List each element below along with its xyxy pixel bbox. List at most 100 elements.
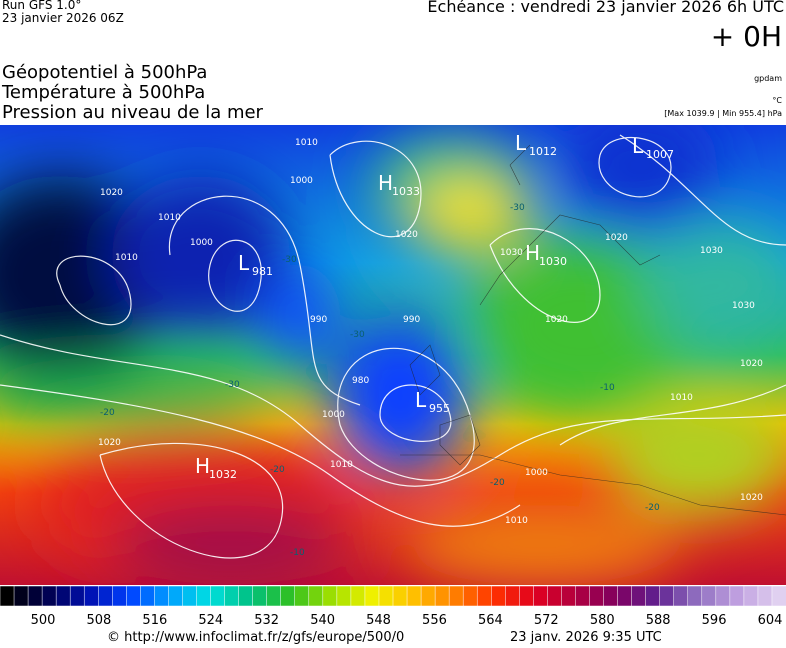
pressure-center: H xyxy=(525,241,540,265)
isobar-label: 1020 xyxy=(740,359,763,369)
colorbar-swatch xyxy=(350,585,366,607)
colorbar-label: 524 xyxy=(198,613,223,628)
colorbar-swatch xyxy=(168,585,184,607)
colorbar-swatch xyxy=(701,585,717,607)
colorbar-label: 516 xyxy=(142,613,167,628)
colorbar-swatch xyxy=(69,585,85,607)
colorbar-swatch xyxy=(224,585,240,607)
colorbar-swatch xyxy=(364,585,380,607)
isobar-label: 1010 xyxy=(505,516,528,526)
colorbar-label: 508 xyxy=(87,613,112,628)
isobar-label: 1010 xyxy=(330,460,353,470)
isobar-label: 990 xyxy=(403,315,420,325)
temperature-label: -20 xyxy=(100,408,115,418)
colorbar-label: 548 xyxy=(366,613,391,628)
field-label: Pression au niveau de la mer xyxy=(2,102,263,123)
isobar-label: 1000 xyxy=(525,468,548,478)
colorbar-swatch xyxy=(238,585,254,607)
isobar-label: 1010 xyxy=(158,213,181,223)
isobar-label: 990 xyxy=(310,315,327,325)
colorbar-swatch xyxy=(476,585,492,607)
run-date: 23 janvier 2026 06Z xyxy=(2,11,124,25)
colorbar-swatch xyxy=(519,585,534,607)
colorbar-swatch xyxy=(294,585,310,607)
pressure-center: H xyxy=(195,454,210,478)
colorbar-label: 580 xyxy=(590,613,615,628)
lead-time: + 0H xyxy=(710,20,782,53)
colorbar-swatch xyxy=(659,585,675,607)
colorbar-swatch xyxy=(322,585,338,607)
temperature-label: -20 xyxy=(490,478,505,488)
colorbar: 500 508 516 524 532 540 548 556 564 572 580 588 596 6… xyxy=(0,585,786,628)
colorbar-swatch xyxy=(743,585,759,607)
colorbar-swatch xyxy=(126,585,141,607)
colorbar-swatch xyxy=(41,585,57,607)
pressure-center-value: 955 xyxy=(429,402,450,415)
forecast-time: Echéance : vendredi 23 janvier 2026 6h U… xyxy=(427,0,784,16)
isobar-label: 1020 xyxy=(395,230,418,240)
pressure-center-value: 1030 xyxy=(539,255,567,268)
field-label: Température à 500hPa xyxy=(2,82,206,103)
colorbar-swatch xyxy=(336,585,352,607)
colorbar-swatch xyxy=(13,585,29,607)
isobar-label: 1030 xyxy=(700,246,723,256)
colorbar-swatch xyxy=(729,585,745,607)
temperature-label: -10 xyxy=(600,383,615,393)
colorbar-swatch xyxy=(308,585,324,607)
colorbar-swatch xyxy=(434,585,450,607)
pressure-center-value: 1007 xyxy=(646,148,674,161)
pressure-center: L xyxy=(632,134,644,158)
colorbar-swatch xyxy=(757,585,773,607)
colorbar-swatch xyxy=(406,585,422,607)
colorbar-swatch xyxy=(98,585,113,607)
colorbar-swatch xyxy=(27,585,43,607)
colorbar-swatch xyxy=(266,585,282,607)
colorbar-label: 556 xyxy=(422,613,447,628)
colorbar-swatch xyxy=(561,585,577,607)
colorbar-swatch xyxy=(280,585,296,607)
colorbar-swatch xyxy=(771,585,786,607)
footer-source: © http://www.infoclimat.fr/z/gfs/europe/… xyxy=(107,630,405,645)
colorbar-swatch xyxy=(0,585,15,607)
run-label: Run GFS 1.0° xyxy=(2,0,82,12)
colorbar-swatch xyxy=(645,585,661,607)
colorbar-swatch xyxy=(603,585,619,607)
colorbar-label: 532 xyxy=(254,613,279,628)
colorbar-swatch xyxy=(505,585,520,607)
pressure-center-value: 981 xyxy=(252,265,273,278)
isobar-label: 1020 xyxy=(100,188,123,198)
pressure-center: L xyxy=(238,251,250,275)
isobar-label: 1030 xyxy=(732,301,755,311)
pressure-center: H xyxy=(378,171,393,195)
colorbar-label: 588 xyxy=(646,613,671,628)
isobar-label: 1030 xyxy=(500,248,523,258)
colorbar-label: 604 xyxy=(758,613,783,628)
isobar-label: 1000 xyxy=(322,410,345,420)
temperature-label: -30 xyxy=(350,330,365,340)
colorbar-swatch xyxy=(533,585,548,607)
colorbar-swatch xyxy=(589,585,605,607)
isobar-label: 1010 xyxy=(295,138,318,148)
temperature-label: -30 xyxy=(510,203,525,213)
unit-label: °C xyxy=(772,96,782,105)
temperature-label: -30 xyxy=(225,380,240,390)
unit-label: gpdam xyxy=(754,74,782,83)
isobar-label: 1000 xyxy=(190,238,213,248)
colorbar-label: 564 xyxy=(478,613,503,628)
colorbar-swatch xyxy=(462,585,478,607)
colorbar-swatch xyxy=(252,585,268,607)
colorbar-swatch xyxy=(448,585,464,607)
colorbar-swatch xyxy=(210,585,226,607)
colorbar-swatch xyxy=(392,585,408,607)
colorbar-swatch xyxy=(420,585,436,607)
colorbar-swatch xyxy=(154,585,169,607)
colorbar-swatch xyxy=(83,585,99,607)
isobar-label: 1000 xyxy=(290,176,313,186)
isobar-label: 1020 xyxy=(98,438,121,448)
isobar-label: 1020 xyxy=(605,233,628,243)
colorbar-label: 596 xyxy=(702,613,727,628)
isobar-label: 1010 xyxy=(670,393,693,403)
pressure-center-value: 1033 xyxy=(392,185,420,198)
